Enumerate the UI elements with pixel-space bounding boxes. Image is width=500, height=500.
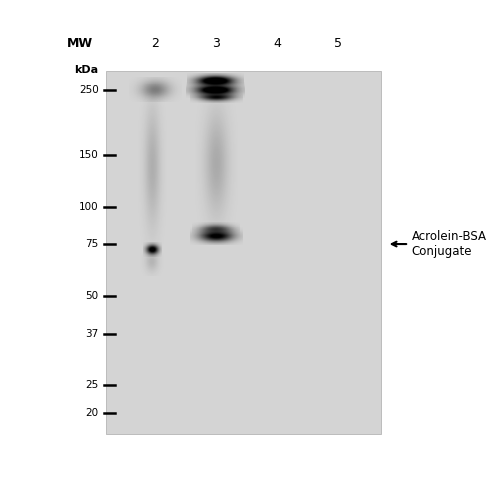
Text: 5: 5 (334, 37, 342, 50)
Text: 20: 20 (86, 408, 98, 418)
Text: 250: 250 (79, 85, 98, 95)
Text: 4: 4 (273, 37, 281, 50)
Text: 2: 2 (151, 37, 158, 50)
Text: 100: 100 (79, 202, 98, 212)
Text: 150: 150 (79, 150, 98, 160)
Text: kDa: kDa (74, 65, 98, 75)
Text: Acrolein-BSA
Conjugate: Acrolein-BSA Conjugate (392, 230, 487, 258)
Text: 75: 75 (86, 239, 98, 249)
Text: 37: 37 (86, 330, 98, 340)
Text: MW: MW (66, 37, 92, 50)
Text: 25: 25 (86, 380, 98, 390)
Text: 3: 3 (212, 37, 220, 50)
Text: 50: 50 (86, 291, 98, 301)
FancyBboxPatch shape (106, 71, 381, 434)
